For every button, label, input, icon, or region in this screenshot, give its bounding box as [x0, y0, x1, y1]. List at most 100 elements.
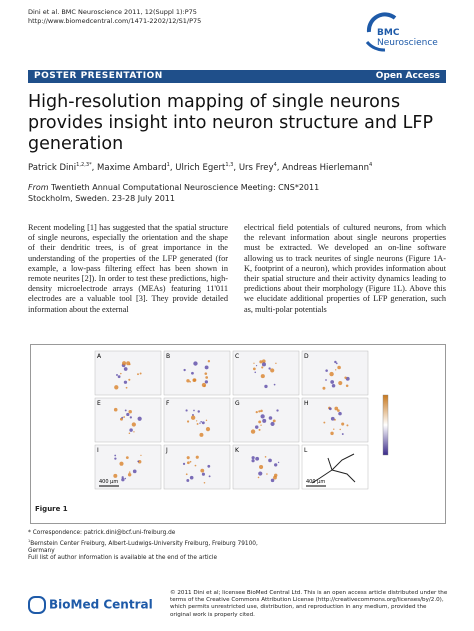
spot	[268, 367, 271, 370]
spot	[128, 432, 131, 434]
spot	[328, 407, 332, 411]
spot	[266, 473, 268, 475]
spot	[262, 418, 267, 423]
citation: Dini et al. BMC Neuroscience 2011, 12(Su…	[28, 8, 197, 16]
header-left: Dini et al. BMC Neuroscience 2011, 12(Su…	[28, 8, 201, 26]
spot	[334, 406, 339, 411]
spot	[337, 409, 340, 412]
spot	[189, 380, 191, 383]
authors: Patrick Dini1,2,3*, Maxime Ambard1, Ulri…	[28, 162, 373, 173]
spot	[123, 367, 128, 371]
spot	[114, 454, 117, 457]
spot	[125, 386, 128, 389]
spot	[189, 475, 194, 480]
logo-top: BMC	[377, 28, 400, 38]
spot	[272, 419, 276, 423]
spot	[250, 429, 256, 434]
spot	[186, 479, 190, 482]
spot	[270, 421, 275, 427]
spot	[322, 386, 326, 390]
spot	[264, 456, 267, 458]
spot	[191, 371, 194, 375]
spot	[255, 365, 258, 367]
spot	[207, 360, 211, 363]
spot	[341, 433, 344, 436]
affiliation-sup: 1	[28, 538, 31, 543]
spot	[335, 362, 338, 365]
spot	[273, 383, 276, 386]
spot	[330, 416, 335, 421]
spot	[259, 360, 263, 364]
spot	[201, 472, 205, 476]
spot	[183, 368, 186, 372]
spot	[204, 380, 208, 384]
logo-graphic	[365, 12, 397, 52]
spot	[113, 407, 118, 412]
author-name: Andreas Hierlemann	[282, 162, 369, 173]
spot	[334, 360, 337, 364]
spot	[137, 416, 142, 421]
panel-label: I	[97, 447, 99, 454]
spot	[275, 362, 277, 365]
spot	[345, 384, 349, 388]
spot	[260, 409, 263, 413]
spot	[204, 372, 208, 375]
spot	[124, 409, 127, 412]
spot	[125, 456, 129, 459]
more-info: Full list of author information is avail…	[28, 555, 218, 562]
colorbar	[382, 394, 389, 456]
spot	[273, 475, 277, 480]
panel-label: K	[235, 447, 240, 454]
spot	[254, 371, 257, 374]
spot	[207, 464, 211, 468]
panel	[163, 350, 231, 396]
spot	[257, 476, 260, 479]
author-sup: 1	[166, 162, 170, 168]
publisher-logo: BioMed Central	[28, 596, 153, 614]
author-name: Urs Frey	[238, 162, 274, 173]
spot	[199, 432, 204, 437]
spot	[128, 378, 131, 381]
spot	[260, 374, 265, 379]
body-right: electrical field potentials of cultured …	[244, 223, 446, 314]
panel	[232, 397, 300, 443]
spot	[325, 369, 328, 372]
affiliation: Bernstein Center Freiburg, Albert-Ludwig…	[28, 540, 258, 554]
spot	[255, 410, 258, 414]
spot	[344, 376, 347, 380]
title: High-resolution mapping of single neuron…	[28, 92, 433, 154]
spot	[196, 420, 198, 422]
meeting: From Twentieth Annual Computational Neur…	[28, 182, 448, 204]
spot	[258, 420, 262, 424]
correspondence: * Correspondence: patrick.dini@bcf.uni-f…	[28, 530, 176, 536]
spot	[129, 428, 133, 432]
spot	[260, 414, 265, 419]
panel-label: H	[304, 400, 309, 407]
spot	[205, 419, 208, 422]
spot	[121, 478, 125, 482]
spot	[113, 473, 118, 478]
panel	[94, 397, 162, 443]
panel	[163, 444, 231, 490]
spot	[122, 361, 127, 366]
panel	[94, 350, 162, 396]
spot	[123, 416, 126, 418]
spot	[277, 461, 280, 464]
spot	[128, 471, 131, 473]
spot	[330, 380, 335, 384]
url[interactable]: http://www.biomedcentral.com/1471-2202/1…	[28, 17, 202, 25]
spot	[261, 366, 264, 369]
spot	[127, 473, 132, 477]
spot	[337, 365, 341, 370]
neuron-trace	[311, 453, 356, 484]
spot	[199, 422, 201, 424]
spot	[258, 428, 261, 431]
spot	[338, 380, 343, 386]
figure-frame: A B C D E F G H I J K L 400 μm 400 μm Figure 1	[30, 344, 446, 524]
spot	[276, 409, 279, 412]
spot	[137, 460, 140, 463]
spot	[203, 481, 206, 484]
spot	[186, 420, 190, 423]
spot	[121, 416, 124, 419]
